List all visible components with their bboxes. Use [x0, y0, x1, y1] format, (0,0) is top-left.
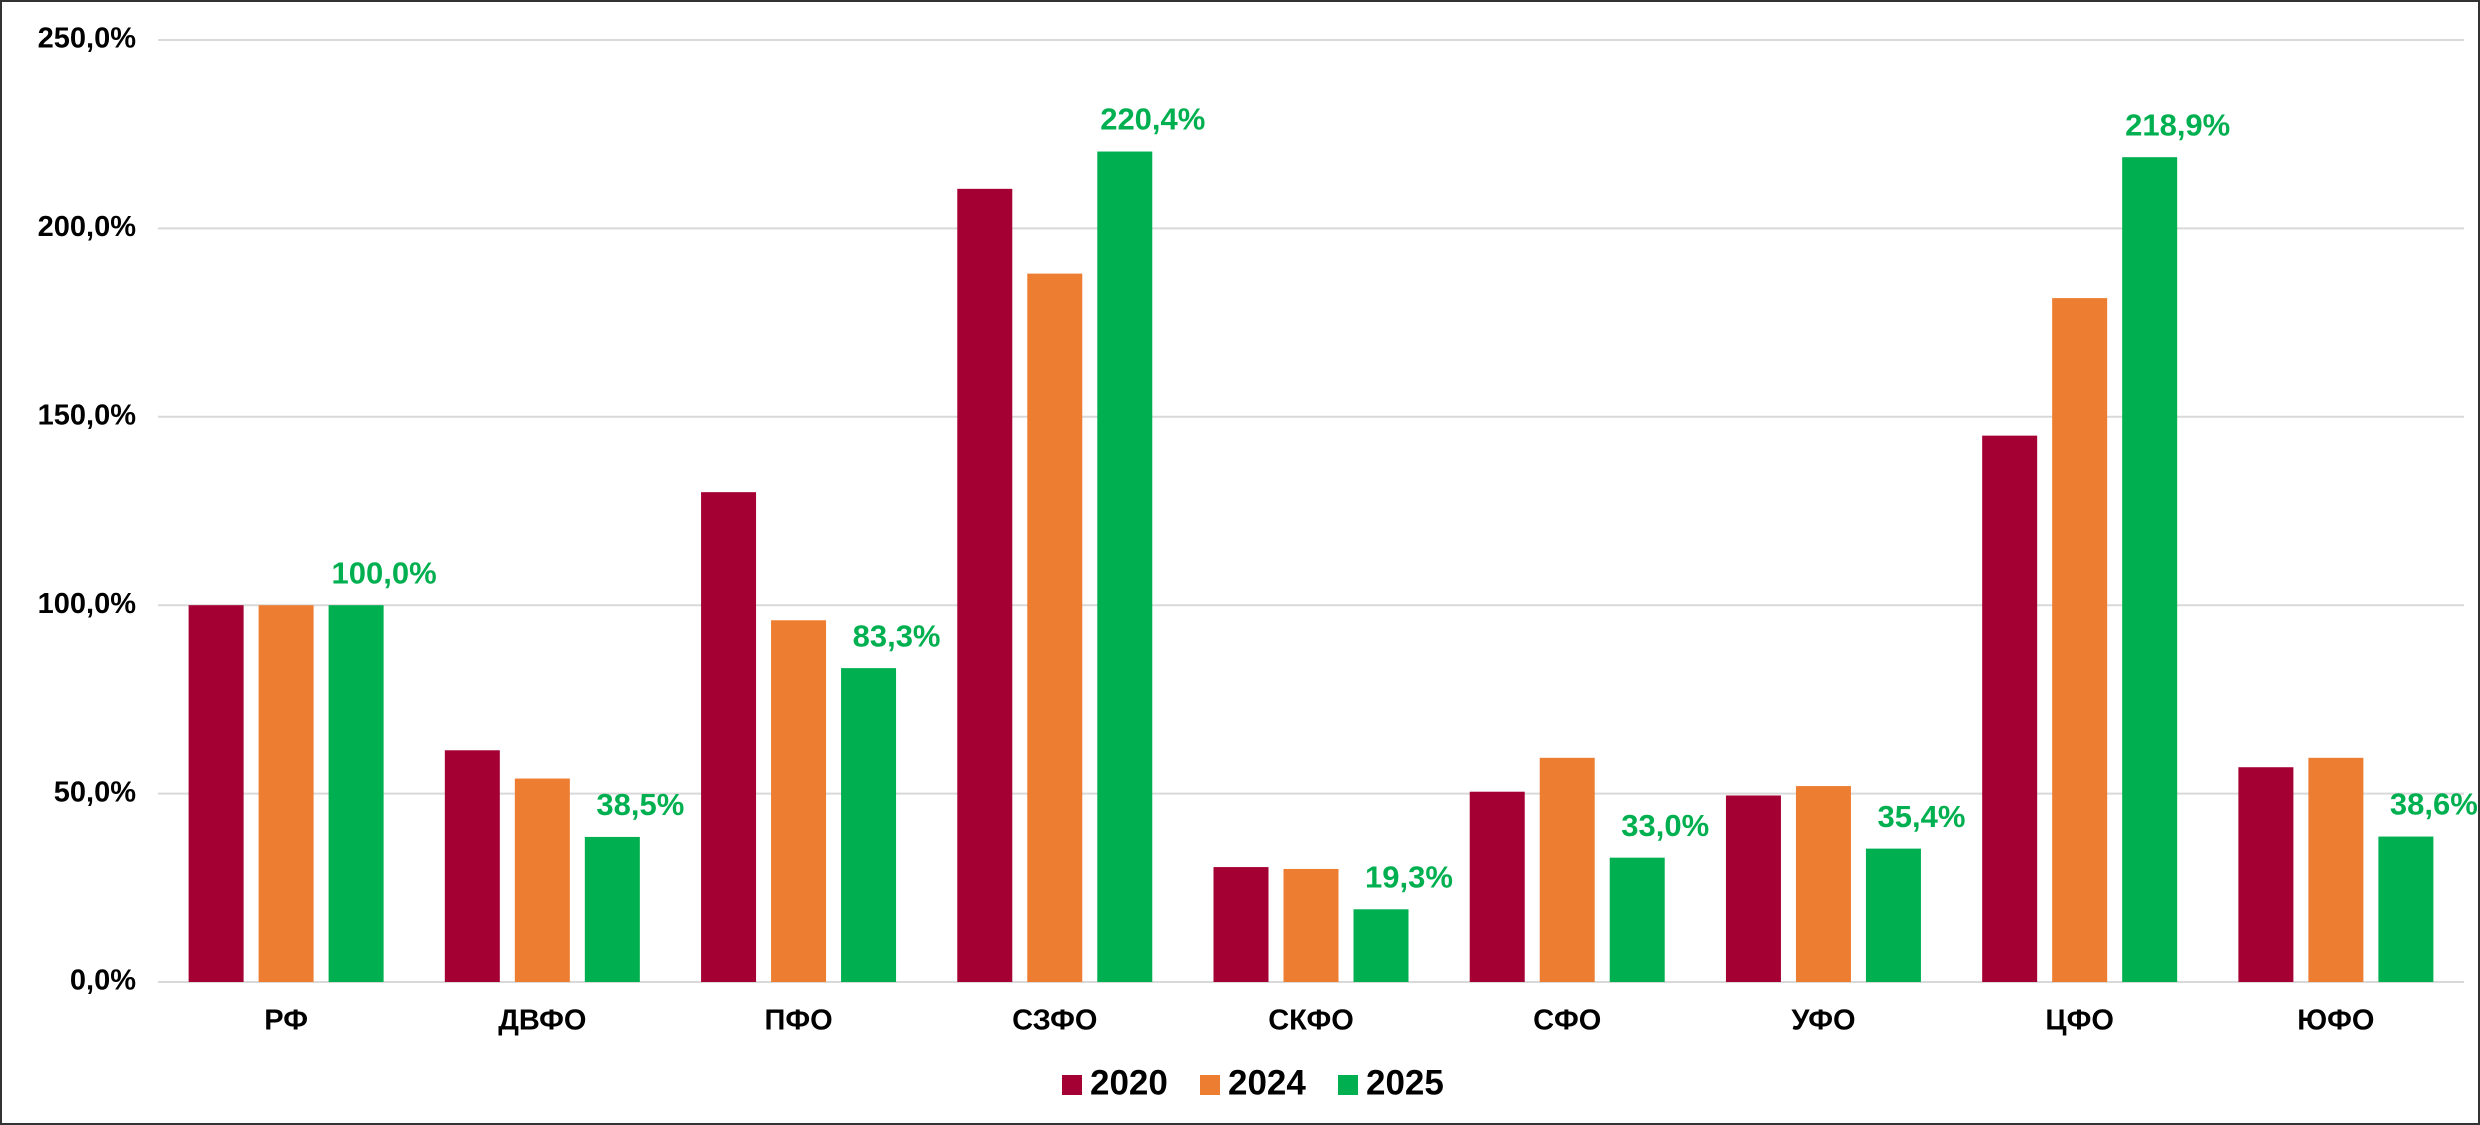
bar	[1469, 791, 1525, 982]
data-label: 83,3%	[853, 618, 941, 653]
y-tick-label: 200,0%	[38, 211, 137, 243]
y-tick-label: 50,0%	[54, 776, 136, 808]
x-tick-label: СКФО	[1268, 1005, 1354, 1037]
bar	[771, 620, 827, 982]
bar	[2308, 757, 2364, 982]
bar	[1609, 857, 1665, 982]
y-tick-label: 150,0%	[38, 399, 137, 431]
bar	[1539, 757, 1595, 982]
data-label: 38,6%	[2390, 787, 2478, 822]
bar	[188, 605, 244, 982]
x-tick-label: УФО	[1791, 1005, 1855, 1037]
bar	[701, 492, 757, 982]
bar	[1353, 909, 1409, 982]
bar	[2378, 836, 2434, 982]
bar	[1865, 848, 1921, 982]
bar	[444, 750, 500, 982]
bar	[841, 668, 897, 982]
legend-label: 2025	[1366, 1063, 1444, 1102]
bar	[2052, 298, 2108, 982]
x-tick-label: ЦФО	[2045, 1005, 2114, 1037]
bar	[1795, 786, 1851, 982]
data-label: 33,0%	[1621, 808, 1709, 843]
legend-label: 2024	[1228, 1063, 1306, 1102]
bar	[328, 605, 384, 982]
x-tick-label: СЗФО	[1012, 1005, 1097, 1037]
bar	[584, 836, 640, 982]
data-label: 19,3%	[1365, 859, 1453, 894]
y-tick-label: 100,0%	[38, 588, 137, 620]
x-tick-label: СФО	[1533, 1005, 1601, 1037]
bar	[2238, 767, 2294, 982]
bar	[258, 605, 314, 982]
x-tick-label: ЮФО	[2297, 1005, 2374, 1037]
bar	[1097, 151, 1153, 982]
legend-swatch	[1338, 1075, 1358, 1095]
data-label: 220,4%	[1100, 102, 1205, 137]
data-label: 35,4%	[1877, 799, 1965, 834]
data-label: 38,5%	[596, 787, 684, 822]
y-tick-label: 0,0%	[70, 965, 136, 997]
x-tick-label: ПФО	[764, 1005, 832, 1037]
x-tick-label: РФ	[264, 1005, 308, 1037]
bar	[1283, 868, 1339, 982]
legend-swatch	[1062, 1075, 1082, 1095]
bar	[957, 188, 1013, 982]
bar	[1213, 867, 1269, 982]
bar	[1982, 435, 2038, 982]
y-tick-label: 250,0%	[38, 23, 137, 55]
legend-label: 2020	[1090, 1063, 1168, 1102]
bar	[1725, 795, 1781, 982]
bar	[514, 778, 570, 982]
data-label: 100,0%	[332, 555, 437, 590]
data-label: 218,9%	[2125, 107, 2230, 142]
bar	[2122, 157, 2178, 982]
x-tick-label: ДВФО	[498, 1005, 586, 1037]
legend-swatch	[1200, 1075, 1220, 1095]
bar	[1027, 273, 1083, 983]
